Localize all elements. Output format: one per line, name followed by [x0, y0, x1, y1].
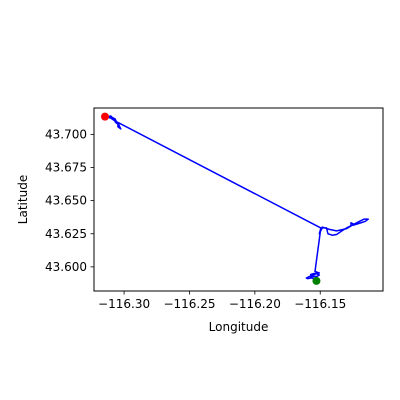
start-marker — [100, 112, 109, 121]
marker-layer — [100, 112, 321, 285]
y-tick-label: 43.700 — [45, 127, 87, 141]
series-layer — [104, 115, 369, 284]
y-axis-label: Latitude — [16, 175, 30, 224]
y-tick-label: 43.675 — [45, 160, 87, 174]
y-axis-ticks: 43.600 43.625 43.650 43.675 43.700 — [45, 127, 94, 274]
x-tick-label: −116.20 — [229, 297, 281, 311]
y-tick-label: 43.625 — [45, 227, 87, 241]
y-tick-label: 43.650 — [45, 194, 87, 208]
end-marker — [312, 276, 321, 285]
x-tick-label: −116.30 — [98, 297, 150, 311]
plot-background — [94, 108, 383, 291]
y-tick-label: 43.600 — [45, 260, 87, 274]
x-tick-label: −116.15 — [294, 297, 346, 311]
track-line-0 — [104, 115, 369, 284]
x-axis-label: Longitude — [209, 320, 269, 334]
plot-frame — [93, 107, 384, 292]
x-tick-label: −116.25 — [163, 297, 215, 311]
x-axis-ticks: −116.30 −116.25 −116.20 −116.15 — [98, 291, 346, 311]
